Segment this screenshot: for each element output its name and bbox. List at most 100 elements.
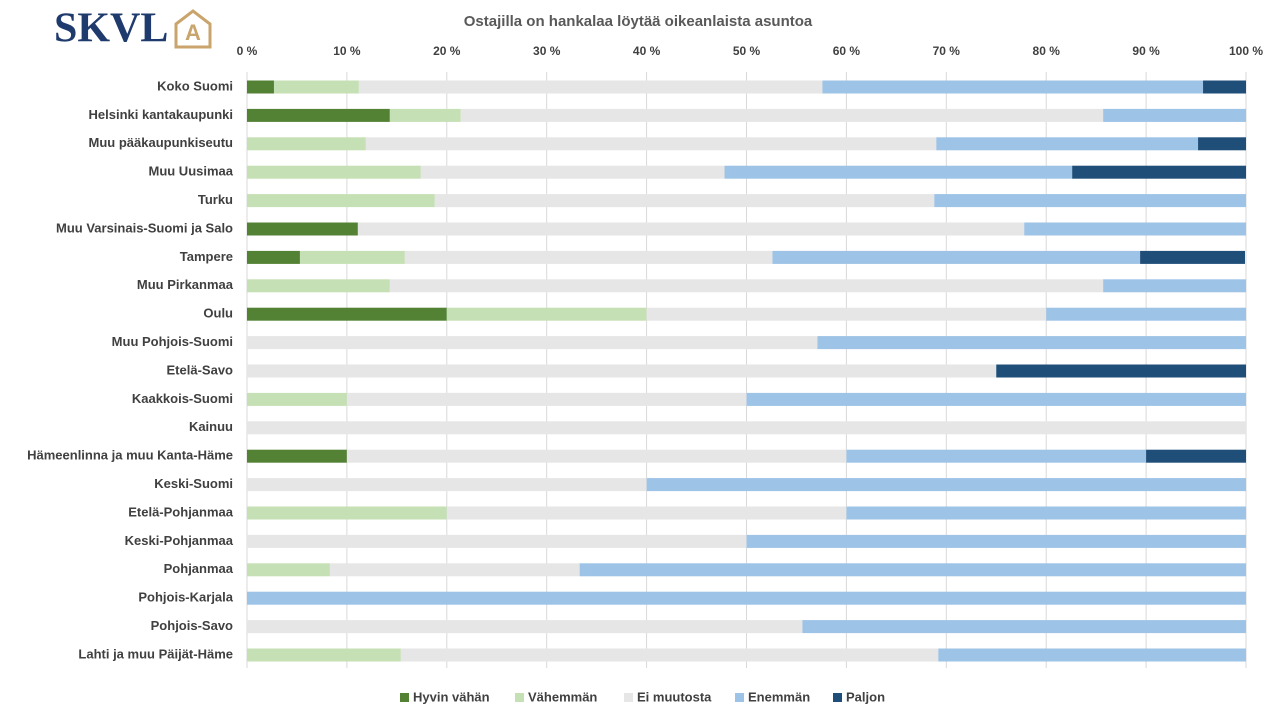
legend-label: Paljon <box>846 689 885 704</box>
bar-segment <box>434 194 935 208</box>
bar-segment <box>1146 449 1246 463</box>
bar-segment <box>1103 108 1246 122</box>
bar-segment <box>365 137 937 151</box>
bar-segment <box>247 80 274 94</box>
bar-segment <box>1046 307 1246 321</box>
y-tick-label: Keski-Pohjanmaa <box>125 533 234 548</box>
logo-text: SKVL <box>54 6 168 52</box>
x-tick-label: 50 % <box>733 44 761 58</box>
bar-segment <box>846 506 1246 520</box>
bar-segment <box>247 392 347 406</box>
bar-segment <box>802 620 1246 634</box>
y-tick-label: Helsinki kantakaupunki <box>89 107 234 122</box>
legend-label: Enemmän <box>748 689 810 704</box>
bar-segment <box>329 563 580 577</box>
y-tick-label: Lahti ja muu Päijät-Häme <box>78 646 233 661</box>
bar-segment <box>247 449 347 463</box>
x-tick-label: 60 % <box>833 44 861 58</box>
x-tick-label: 0 % <box>237 44 258 58</box>
bar-segment <box>247 620 803 634</box>
y-tick-label: Muu Uusimaa <box>148 164 233 179</box>
x-tick-label: 70 % <box>933 44 961 58</box>
y-tick-label: Pohjois-Karjala <box>138 590 233 605</box>
y-tick-label: Tampere <box>180 249 233 264</box>
y-tick-label: Hämeenlinna ja muu Kanta-Häme <box>27 448 233 463</box>
bar-segment <box>446 307 647 321</box>
bar-segment <box>247 222 358 236</box>
bar-segment <box>247 307 447 321</box>
bar-segment <box>247 534 747 548</box>
bar-segment <box>247 364 997 378</box>
x-tick-label: 80 % <box>1033 44 1061 58</box>
bar-segment <box>846 449 1147 463</box>
y-tick-label: Koko Suomi <box>157 78 233 93</box>
bar-segment <box>446 506 847 520</box>
bar-segment <box>996 364 1246 378</box>
bar-segment <box>1203 80 1246 94</box>
bar-segment <box>247 648 401 662</box>
bar-segment <box>1103 279 1246 293</box>
bar-segment <box>358 80 823 94</box>
legend-swatch <box>624 693 633 702</box>
bar-segment <box>247 194 435 208</box>
bar-segment <box>817 336 1246 350</box>
bar-segment <box>247 108 390 122</box>
x-tick-label: 10 % <box>333 44 361 58</box>
bar-segment <box>404 250 773 264</box>
y-tick-label: Kaakkois-Suomi <box>132 391 233 406</box>
bar-segment <box>1198 137 1246 151</box>
bar-segment <box>247 421 1246 435</box>
bar-segment <box>822 80 1204 94</box>
bar-segment <box>646 307 1047 321</box>
y-tick-label: Kainuu <box>189 419 233 434</box>
x-tick-label: 30 % <box>533 44 561 58</box>
bar-segment <box>420 165 725 179</box>
bar-segment <box>247 563 330 577</box>
bar-segment <box>247 165 421 179</box>
bar-segment <box>247 250 300 264</box>
bar-segment <box>273 80 359 94</box>
bar-segment <box>400 648 939 662</box>
bar-segment <box>346 449 847 463</box>
bar-segment <box>1072 165 1246 179</box>
logo-house <box>174 9 212 49</box>
bar-segment <box>1024 222 1246 236</box>
x-tick-label: 40 % <box>633 44 661 58</box>
bar-segment <box>247 137 366 151</box>
legend-label: Ei muutosta <box>637 689 712 704</box>
x-tick-label: 90 % <box>1132 44 1160 58</box>
y-tick-label: Muu Pohjois-Suomi <box>112 334 233 349</box>
y-tick-label: Keski-Suomi <box>154 476 233 491</box>
bar-segment <box>934 194 1246 208</box>
logo-mark: A <box>185 20 201 45</box>
bar-segment <box>299 250 405 264</box>
bar-segment <box>247 591 1246 605</box>
bar-segment <box>247 506 447 520</box>
bar-segment <box>460 108 1104 122</box>
y-tick-label: Pohjois-Savo <box>151 618 233 633</box>
x-tick-label: 20 % <box>433 44 461 58</box>
bar-segment <box>724 165 1073 179</box>
bar-segment <box>938 648 1246 662</box>
bar-segment <box>357 222 1025 236</box>
bar-segment <box>346 392 747 406</box>
legend-swatch <box>400 693 409 702</box>
y-tick-label: Etelä-Pohjanmaa <box>128 504 234 519</box>
legend-swatch <box>515 693 524 702</box>
bar-segment <box>247 279 390 293</box>
y-tick-label: Etelä-Savo <box>167 362 234 377</box>
legend-swatch <box>735 693 744 702</box>
bar-segment <box>247 336 818 350</box>
y-tick-label: Pohjanmaa <box>164 561 234 576</box>
bar-segment <box>1140 250 1246 264</box>
legend-label: Hyvin vähän <box>413 689 490 704</box>
bar-segment <box>389 108 461 122</box>
legend-swatch <box>833 693 842 702</box>
y-tick-label: Muu pääkaupunkiseutu <box>89 135 234 150</box>
chart-title: Ostajilla on hankalaa löytää oikeanlaist… <box>464 13 813 30</box>
legend-label: Vähemmän <box>528 689 597 704</box>
bar-segment <box>646 478 1246 492</box>
x-tick-label: 100 % <box>1229 44 1263 58</box>
y-tick-label: Oulu <box>203 306 233 321</box>
